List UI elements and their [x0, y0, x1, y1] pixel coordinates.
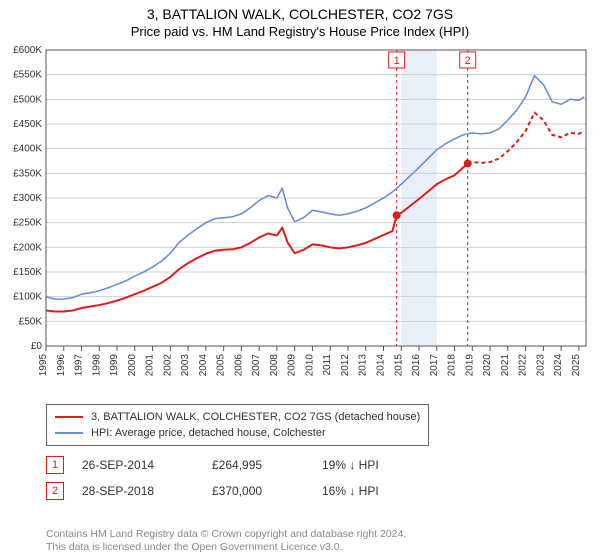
x-tick-label: 1996	[56, 354, 67, 377]
x-tick-label: 2025	[571, 354, 582, 377]
y-tick-label: £200K	[13, 242, 42, 253]
x-tick-label: 2020	[482, 354, 493, 377]
y-tick-label: £600K	[13, 45, 42, 56]
legend-label: HPI: Average price, detached house, Colc…	[91, 425, 326, 441]
y-tick-label: £300K	[13, 193, 42, 204]
x-tick-label: 2004	[198, 354, 209, 377]
y-tick-label: £100K	[13, 292, 42, 303]
x-tick-label: 2017	[429, 354, 440, 377]
y-tick-label: £500K	[13, 94, 42, 105]
legend-label: 3, BATTALION WALK, COLCHESTER, CO2 7GS (…	[91, 409, 420, 425]
sale-vline-label: 2	[465, 55, 471, 67]
legend-swatch	[55, 416, 83, 418]
y-tick-label: £150K	[13, 267, 42, 278]
legend-row: 3, BATTALION WALK, COLCHESTER, CO2 7GS (…	[55, 409, 420, 425]
x-tick-label: 2000	[127, 354, 138, 377]
sale-date: 26-SEP-2014	[82, 458, 212, 472]
sale-marker-dot	[393, 211, 401, 219]
x-tick-label: 2007	[251, 354, 262, 377]
y-tick-label: £450K	[13, 119, 42, 130]
sale-vline-label: 1	[394, 55, 400, 67]
sale-date: 28-SEP-2018	[82, 484, 212, 498]
x-tick-label: 2024	[553, 354, 564, 377]
x-tick-label: 2009	[287, 354, 298, 377]
legend-swatch	[55, 432, 83, 434]
y-tick-label: £400K	[13, 144, 42, 155]
x-tick-label: 2021	[500, 354, 511, 377]
footer-line2: This data is licensed under the Open Gov…	[46, 541, 406, 554]
chart-area: £0 £50K £100K £150K £200K £250K £300K £350K £400…	[0, 44, 600, 398]
sale-row: 1 26-SEP-2014£264,99519% ↓ HPI	[46, 456, 442, 474]
x-tick-label: 2019	[464, 354, 475, 377]
x-tick-label: 1995	[38, 354, 49, 377]
y-tick-label: £350K	[13, 168, 42, 179]
x-tick-label: 1998	[91, 354, 102, 377]
sale-price: £264,995	[212, 458, 322, 472]
sale-row: 2 28-SEP-2018£370,00016% ↓ HPI	[46, 482, 442, 500]
x-tick-label: 2010	[304, 354, 315, 377]
y-tick-label: £250K	[13, 218, 42, 229]
sale-number-icon: 2	[46, 482, 64, 500]
x-tick-label: 2016	[411, 354, 422, 377]
x-tick-label: 2002	[162, 354, 173, 377]
x-tick-label: 2023	[535, 354, 546, 377]
sale-hpi-delta: 16% ↓ HPI	[322, 484, 442, 498]
sale-marker-dot	[464, 159, 472, 167]
y-tick-label: £550K	[13, 70, 42, 81]
sale-number-icon: 1	[46, 456, 64, 474]
y-tick-label: £50K	[19, 316, 43, 327]
x-tick-label: 2012	[340, 354, 351, 377]
chart-title: 3, BATTALION WALK, COLCHESTER, CO2 7GS	[0, 6, 600, 22]
footer-attribution: Contains HM Land Registry data © Crown c…	[46, 528, 406, 554]
x-tick-label: 2005	[216, 354, 227, 377]
x-tick-label: 1999	[109, 354, 120, 377]
x-tick-label: 2018	[447, 354, 458, 377]
chart-subtitle: Price paid vs. HM Land Registry's House …	[0, 24, 600, 39]
x-tick-label: 2001	[145, 354, 156, 377]
sale-hpi-delta: 19% ↓ HPI	[322, 458, 442, 472]
x-tick-label: 2022	[518, 354, 529, 377]
x-tick-label: 1997	[74, 354, 85, 377]
sale-price: £370,000	[212, 484, 322, 498]
x-tick-label: 2006	[233, 354, 244, 377]
legend: 3, BATTALION WALK, COLCHESTER, CO2 7GS (…	[46, 404, 429, 446]
footer-line1: Contains HM Land Registry data © Crown c…	[46, 528, 406, 541]
x-tick-label: 2015	[393, 354, 404, 377]
x-tick-label: 2003	[180, 354, 191, 377]
x-tick-label: 2013	[358, 354, 369, 377]
legend-row: HPI: Average price, detached house, Colc…	[55, 425, 420, 441]
y-tick-label: £0	[31, 341, 43, 352]
x-tick-label: 2011	[322, 354, 333, 376]
x-tick-label: 2014	[376, 354, 387, 377]
x-tick-label: 2008	[269, 354, 280, 377]
